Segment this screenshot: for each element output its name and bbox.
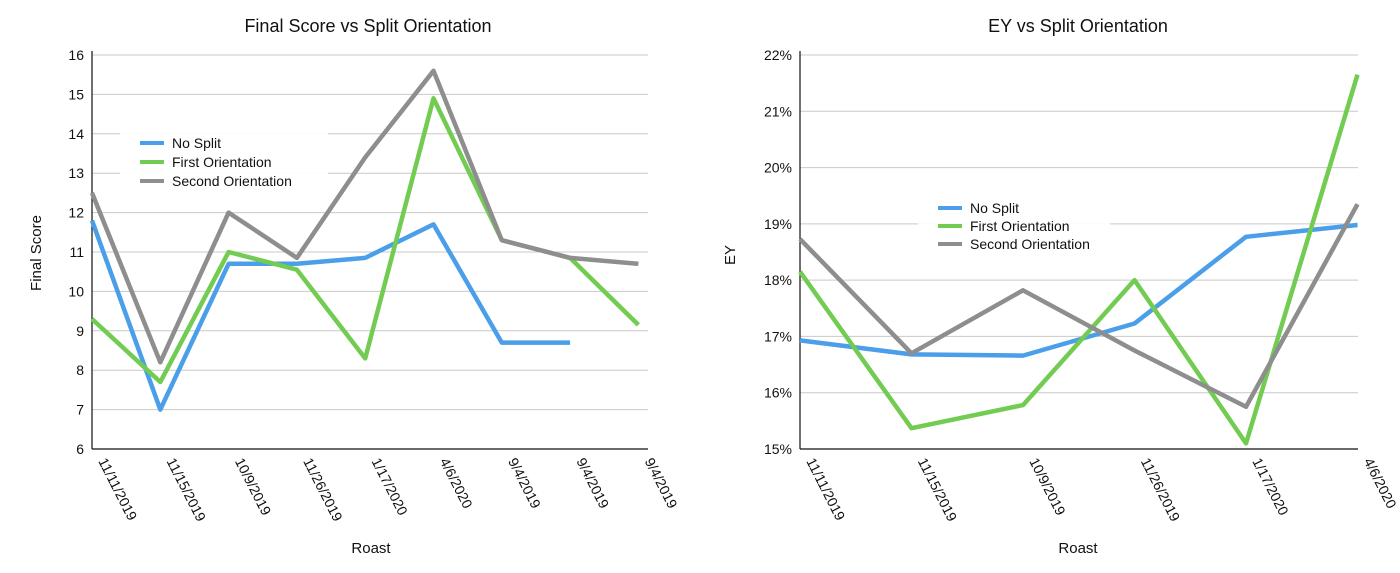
score-y-tick-label: 15 [68, 86, 84, 102]
score-x-tick-label: 9/4/2019 [505, 455, 544, 511]
score-x-tick-label: 11/11/2019 [95, 455, 140, 523]
ey-y-tick-label: 19% [764, 216, 792, 232]
ey-y-tick-label: 22% [764, 47, 792, 63]
ey-y-tick-label: 20% [764, 160, 792, 176]
score-x-tick-label: 9/4/2019 [642, 455, 681, 511]
ey-x-tick-label: 10/9/2019 [1026, 455, 1069, 518]
score-chart: Final Score vs Split Orientation Roast F… [28, 16, 492, 557]
score-x-tick-label: 10/9/2019 [232, 455, 275, 518]
score-y-tick-label: 6 [76, 441, 84, 457]
score-y-tick-label: 9 [76, 323, 84, 339]
score-x-tick-label: 11/26/2019 [300, 455, 346, 524]
score-y-tick-label: 16 [68, 47, 84, 63]
ey-legend-label: First Orientation [970, 218, 1070, 234]
score-y-tick-label: 13 [68, 165, 84, 181]
score-legend-label: First Orientation [172, 154, 272, 170]
score-plot: 6 7 8 9 10 11 12 13 14 15 16 11/11/2019 11/15/2019 10… [68, 47, 680, 524]
ey-chart-xlabel: Roast [1058, 540, 1098, 557]
ey-x-tick-label: 11/11/2019 [803, 455, 848, 523]
ey-y-tick-label: 15% [764, 441, 792, 457]
ey-chart-ylabel: EY [722, 245, 739, 265]
score-x-tick-label: 1/17/2020 [369, 455, 412, 518]
score-legend-label: No Split [172, 135, 221, 151]
ey-x-tick-label: 4/6/2020 [1361, 455, 1400, 511]
ey-series-line-first-orientation [798, 74, 1360, 446]
ey-legend: No Split First Orientation Second Orientat… [918, 197, 1110, 255]
score-legend: No Split First Orientation Second Orientat… [120, 132, 328, 194]
score-y-tick-label: 12 [68, 205, 84, 221]
ey-x-tick-label: 11/15/2019 [915, 455, 961, 524]
score-y-tick-label: 11 [69, 244, 84, 260]
ey-plot: 15% 16% 17% 18% 19% 20% 21% 22% 11/11/2019 11/15/… [764, 47, 1400, 524]
score-y-tick-label: 8 [76, 362, 84, 378]
score-chart-title: Final Score vs Split Orientation [244, 16, 491, 36]
score-series-line-second-orientation [89, 68, 639, 365]
score-y-tick-label: 10 [68, 283, 84, 299]
ey-x-tick-label: 1/17/2020 [1249, 455, 1292, 518]
score-x-tick-label: 9/4/2019 [573, 455, 612, 511]
score-legend-label: Second Orientation [172, 173, 292, 189]
score-series-line-no-split [89, 219, 571, 412]
ey-y-tick-label: 21% [764, 103, 792, 119]
score-x-tick-label: 4/6/2020 [437, 455, 476, 511]
ey-chart-title: EY vs Split Orientation [988, 16, 1168, 36]
score-y-tick-label: 14 [68, 126, 84, 142]
ey-legend-label: Second Orientation [970, 236, 1090, 252]
ey-chart: EY vs Split Orientation Roast EY [722, 16, 1168, 557]
ey-y-tick-label: 16% [764, 385, 792, 401]
score-y-tick-label: 7 [76, 402, 84, 418]
ey-series-line-second-orientation [798, 203, 1360, 410]
score-x-tick-label: 11/15/2019 [164, 455, 210, 524]
ey-legend-label: No Split [970, 200, 1019, 216]
ey-x-tick-label: 11/26/2019 [1138, 455, 1184, 524]
ey-y-tick-label: 17% [764, 328, 792, 344]
score-chart-xlabel: Roast [351, 540, 391, 557]
ey-y-tick-label: 18% [764, 272, 792, 288]
score-chart-ylabel: Final Score [28, 215, 45, 291]
